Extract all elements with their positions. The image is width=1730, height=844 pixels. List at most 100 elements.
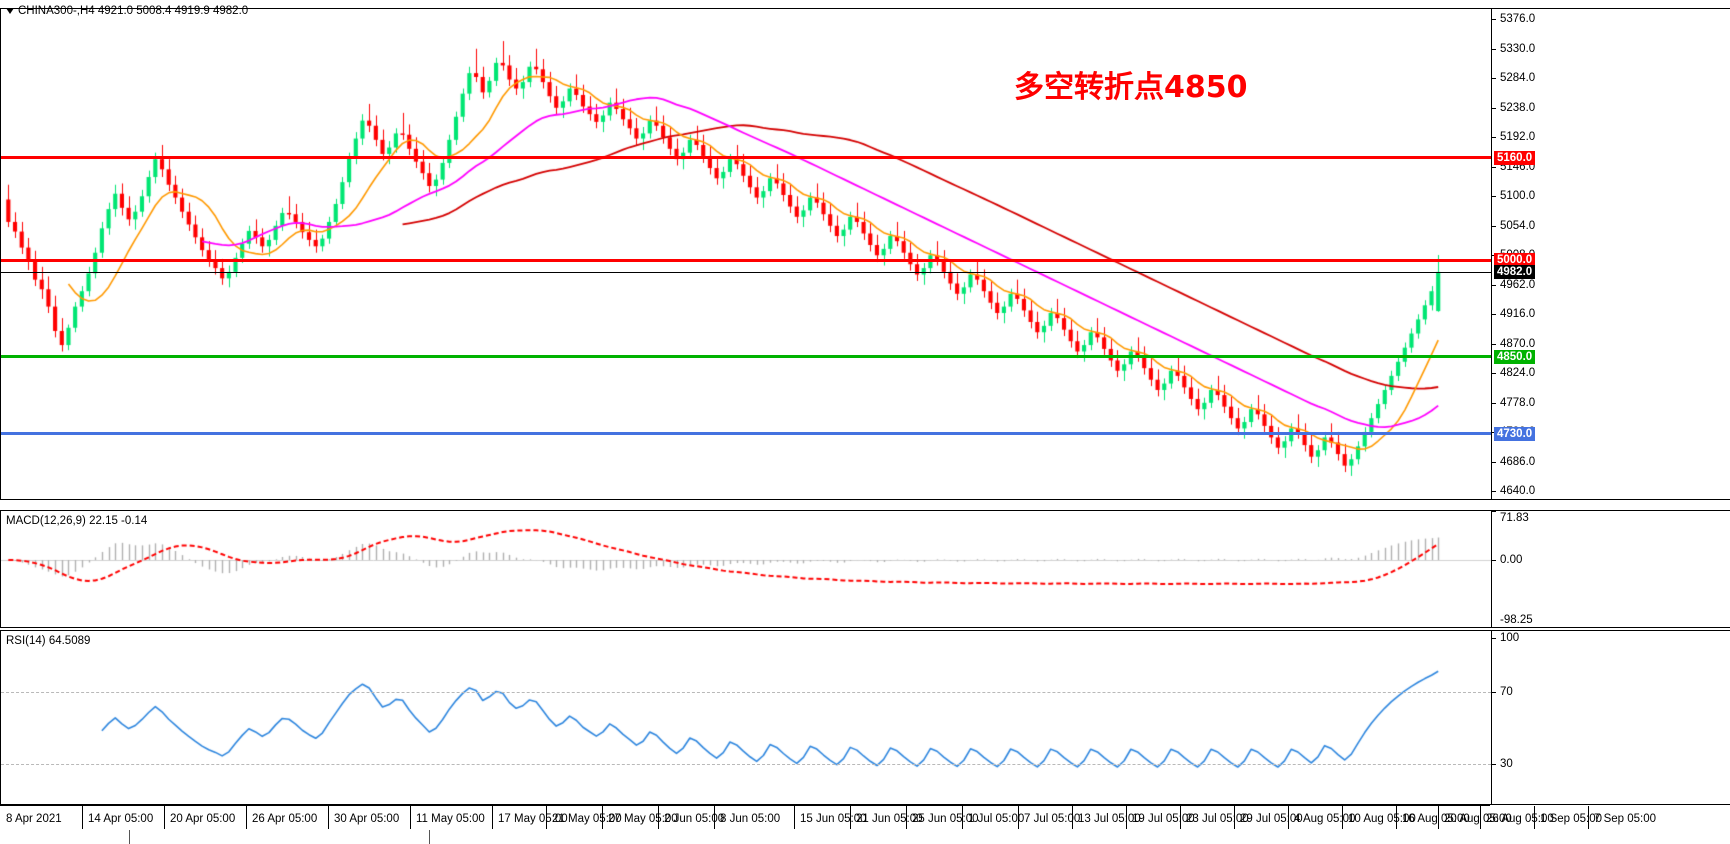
collapse-caret-icon[interactable]: [6, 7, 14, 14]
time-tick-label: 20 Apr 05:00: [170, 813, 236, 825]
time-tick-label: 23 Jul 05:00: [1186, 813, 1249, 825]
level-badge-4982-0[interactable]: 4982.0: [1494, 264, 1536, 279]
time-tick-label: 10 Aug 05:00: [1348, 813, 1416, 825]
time-tick-label: 26 Aug 05:00: [1486, 813, 1554, 825]
level-line-5160-0[interactable]: [1, 156, 1491, 160]
level-line-4982-0[interactable]: [1, 271, 1491, 273]
macd-y-axis[interactable]: 71.83 0.00 -98.25: [1491, 511, 1730, 628]
level-badge-5000-0[interactable]: 5000.0: [1494, 253, 1536, 268]
time-tick-label: 1 Jul 05:00: [968, 813, 1025, 825]
time-tick-mark: [850, 806, 851, 830]
price-chart-panel[interactable]: 5376.0 5330.0 5284.0 5238.0 5192.0 5146.0 5100…: [0, 8, 1730, 500]
time-tick-mark: [1072, 806, 1073, 830]
time-tick-mark: [714, 806, 715, 830]
price-tick-label: 4640.0: [1500, 485, 1536, 498]
time-tick-mark: [794, 806, 795, 830]
rsi-panel[interactable]: RSI(14) 64.5089 100 70 30: [0, 630, 1730, 805]
time-tick-label: 26 Apr 05:00: [252, 813, 318, 825]
price-tick-mark: [1492, 491, 1496, 493]
price-tick-mark: [1492, 166, 1496, 168]
price-tick-label: 5376.0: [1500, 13, 1536, 26]
time-tick-label: 7 Jul 05:00: [1024, 813, 1081, 825]
rsi-plot-area[interactable]: [1, 631, 1730, 804]
time-tick-label: 20 Aug 05:00: [1444, 813, 1512, 825]
level-badge-5160-0[interactable]: 5160.0: [1494, 150, 1536, 165]
time-tick-label: 8 Apr 2021: [6, 813, 62, 825]
level-badge-4850-0[interactable]: 4850.0: [1494, 349, 1536, 364]
macd-tick-label: -98.25: [1500, 614, 1533, 626]
time-tick-mark: [1438, 806, 1439, 830]
rsi-threshold-line-30: [1, 764, 1491, 766]
rsi-tick-mark: [1492, 692, 1496, 694]
rsi-threshold-line-70: [1, 692, 1491, 694]
time-tick-label: 7 Sep 05:00: [1594, 813, 1657, 825]
rsi-label: RSI(14) 64.5089: [6, 635, 91, 647]
level-line-5000-0[interactable]: [1, 258, 1491, 262]
price-tick-label: 5100.0: [1500, 190, 1536, 203]
time-tick-label: 8 Jun 05:00: [720, 813, 781, 825]
price-tick-mark: [1492, 137, 1496, 139]
time-tick-label: 4 Aug 05:00: [1294, 813, 1356, 825]
time-tick-mark: [82, 806, 83, 830]
price-tick-label: 5284.0: [1500, 72, 1536, 85]
time-tick-mark: [602, 806, 603, 830]
time-tick-label: 27 May 05:00: [608, 813, 678, 825]
time-tick-label: 21 May 05:00: [552, 813, 622, 825]
level-line-4730-0[interactable]: [1, 432, 1491, 436]
time-tick-mark: [546, 806, 547, 830]
price-tick-mark: [1492, 284, 1496, 286]
macd-plot-area[interactable]: [1, 511, 1730, 627]
time-tick-mark: [1480, 806, 1481, 830]
chart-annotation-text: 多空转折点4850: [1014, 70, 1248, 105]
macd-panel[interactable]: MACD(12,26,9) 22.15 -0.14 71.83 0.00 -98.2…: [0, 510, 1730, 628]
macd-tick-label: 0.00: [1500, 553, 1523, 566]
time-tick-mark: [1126, 806, 1127, 830]
price-tick-label: 5330.0: [1500, 42, 1536, 55]
rsi-tick-mark: [1492, 638, 1496, 640]
price-tick-label: 5192.0: [1500, 131, 1536, 144]
macd-tick-mark: [1492, 559, 1496, 561]
time-tick-mark: [658, 806, 659, 830]
price-tick-label: 4686.0: [1500, 455, 1536, 468]
price-tick-label: 4778.0: [1500, 396, 1536, 409]
time-tick-mark: [1018, 806, 1019, 830]
level-line-4850-0[interactable]: [1, 355, 1491, 359]
time-tick-mark: [492, 806, 493, 830]
price-tick-label: 5054.0: [1500, 219, 1536, 232]
time-tick-mark: [1588, 806, 1589, 830]
price-tick-mark: [1492, 48, 1496, 50]
price-tick-label: 4824.0: [1500, 367, 1536, 380]
rsi-tick-mark: [1492, 764, 1496, 766]
price-tick-mark: [1492, 373, 1496, 375]
rsi-tick-label: 100: [1500, 632, 1520, 645]
time-axis[interactable]: 8 Apr 2021 14 Apr 05:00 20 Apr 05:00 26 Apr…: [0, 805, 1656, 830]
time-tick-mark: [410, 806, 411, 830]
time-tick-mark: [962, 806, 963, 830]
time-tick-label: 14 Apr 05:00: [88, 813, 154, 825]
time-tick-label: 13 Jul 05:00: [1078, 813, 1141, 825]
price-y-axis[interactable]: 5376.0 5330.0 5284.0 5238.0 5192.0 5146.0 5100…: [1491, 9, 1730, 499]
chart-header: CHINA300-,H4 4921.0 5008.4 4919.9 4982.0: [6, 5, 248, 17]
price-tick-mark: [1492, 461, 1496, 463]
time-tick-label: 30 Apr 05:00: [334, 813, 400, 825]
time-tick-mark: [1396, 806, 1397, 830]
status-cell-3: [430, 830, 1530, 844]
level-badge-4730-0[interactable]: 4730.0: [1494, 426, 1536, 441]
price-plot-area[interactable]: [1, 9, 1730, 499]
time-tick-label: 25 Jun 05:00: [912, 813, 979, 825]
time-tick-label: 21 Jun 05:00: [856, 813, 923, 825]
time-tick-mark: [328, 806, 329, 830]
time-tick-label: 2 Jun 05:00: [664, 813, 725, 825]
price-tick-mark: [1492, 343, 1496, 345]
symbol-period-label: CHINA300-,H4 4921.0 5008.4 4919.9 4982.0: [18, 5, 249, 17]
price-tick-mark: [1492, 402, 1496, 404]
rsi-tick-label: 30: [1500, 758, 1513, 771]
price-tick-label: 5238.0: [1500, 101, 1536, 114]
price-tick-mark: [1492, 78, 1496, 80]
time-tick-label: 19 Jul 05:00: [1132, 813, 1195, 825]
price-tick-label: 4916.0: [1500, 308, 1536, 321]
time-tick-label: 15 Jun 05:00: [800, 813, 867, 825]
price-tick-mark: [1492, 19, 1496, 21]
time-tick-mark: [1534, 806, 1535, 830]
rsi-y-axis[interactable]: 100 70 30: [1491, 631, 1730, 804]
